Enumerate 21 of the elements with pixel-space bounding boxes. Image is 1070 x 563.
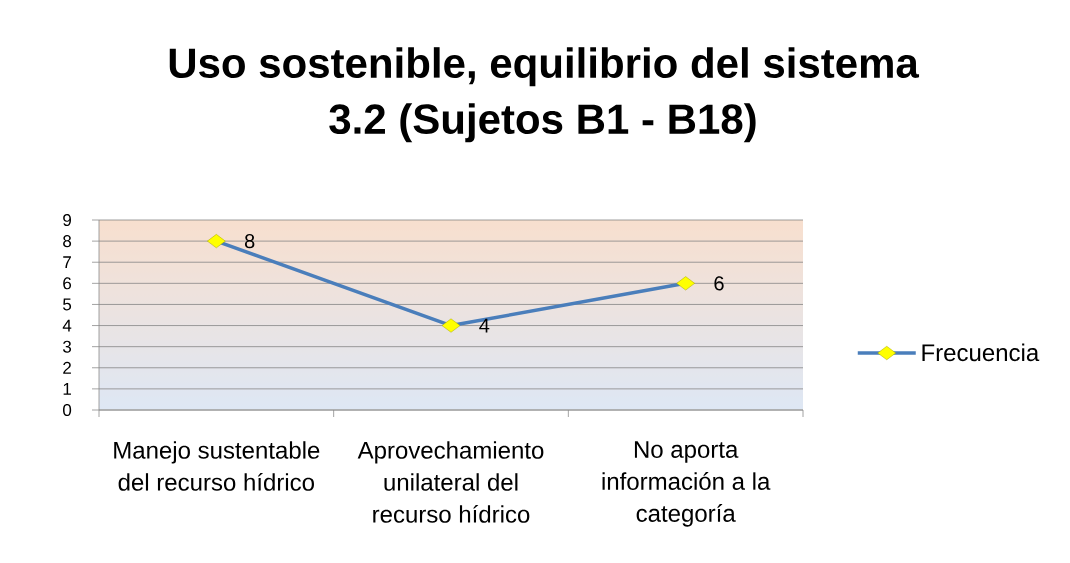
y-tick-label: 1 — [63, 383, 71, 395]
legend-label: Frecuencia — [922, 343, 1040, 362]
data-label: 8 — [244, 234, 255, 249]
point — [676, 276, 695, 291]
y-tick-label: 7 — [63, 256, 71, 269]
x-tick-label: Aprovechamiento unilateral del recurso hídrico — [357, 441, 544, 523]
point — [207, 234, 226, 249]
y-tick-label: 6 — [63, 277, 72, 290]
point — [441, 318, 461, 333]
y-tick-label: 0 — [63, 403, 72, 417]
y-tick-label: 8 — [63, 235, 72, 248]
x-tick-label: No aporta información a la categoría — [602, 441, 771, 527]
y-tick-label: 3 — [62, 340, 72, 353]
y-tick-label: 2 — [63, 361, 71, 374]
y-tick-label: 5 — [63, 298, 72, 311]
x-tick-label: Manejo sustentable del recurso hídrico — [114, 441, 320, 491]
y-tick-label: 9 — [63, 213, 72, 227]
y-tick-label: 4 — [62, 319, 72, 332]
data-label: 6 — [714, 276, 724, 291]
chart-title: Uso sostenible, equilibrio del sistema 3.2 (Sujetos B1 - B18) — [169, 47, 920, 143]
data-label: 4 — [479, 318, 490, 333]
